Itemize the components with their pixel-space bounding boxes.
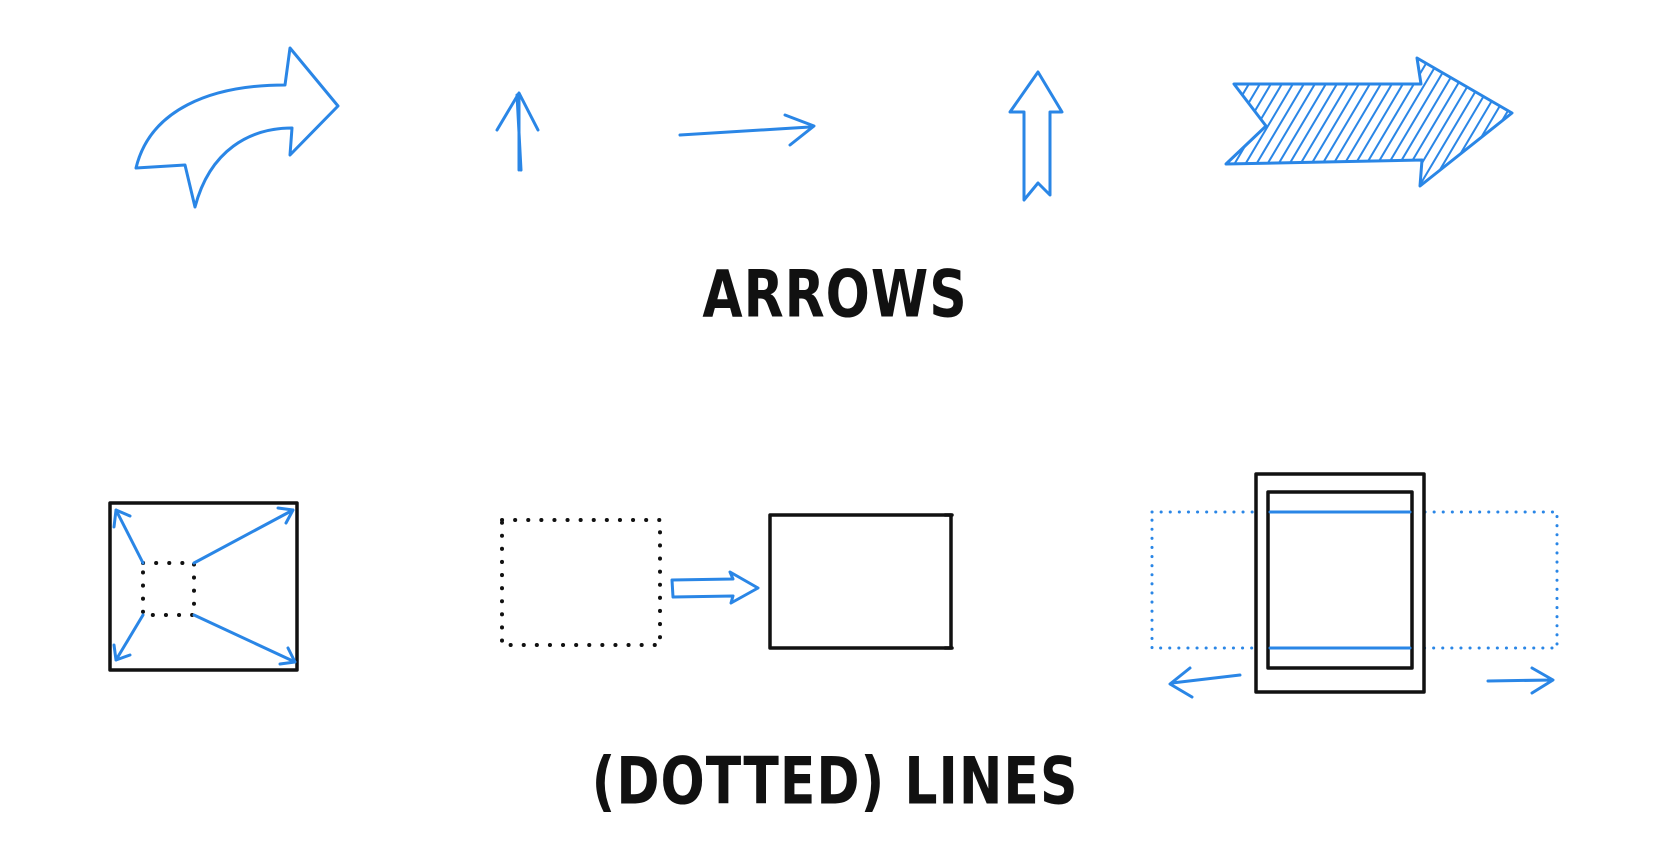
double-right-arrow-icon [670,570,760,605]
hatch-stroke [1521,40,1616,200]
hatch-stroke [1543,40,1638,200]
hatch-stroke [1532,40,1627,200]
hatched-big-arrow-icon [1224,40,1649,200]
thin-up-arrow-icon [495,91,540,172]
dotted-lines-title: (DOTTED) LINES [591,744,1079,820]
left-arrow-icon [1168,666,1242,699]
arrows-title: ARROWS [702,257,968,333]
dotted-to-solid-box-diagram [500,513,954,650]
outline-up-arrow-icon [1008,70,1064,202]
thin-right-arrow-icon [678,113,816,147]
curved-double-arrow-icon [134,46,340,209]
hatch-stroke [1498,58,1512,186]
carousel-frame-diagram [1150,472,1559,699]
hatch-stroke [1554,40,1649,200]
right-arrow-icon [1486,666,1555,695]
hatch-stroke [1509,58,1512,186]
expand-box-diagram [108,501,299,672]
